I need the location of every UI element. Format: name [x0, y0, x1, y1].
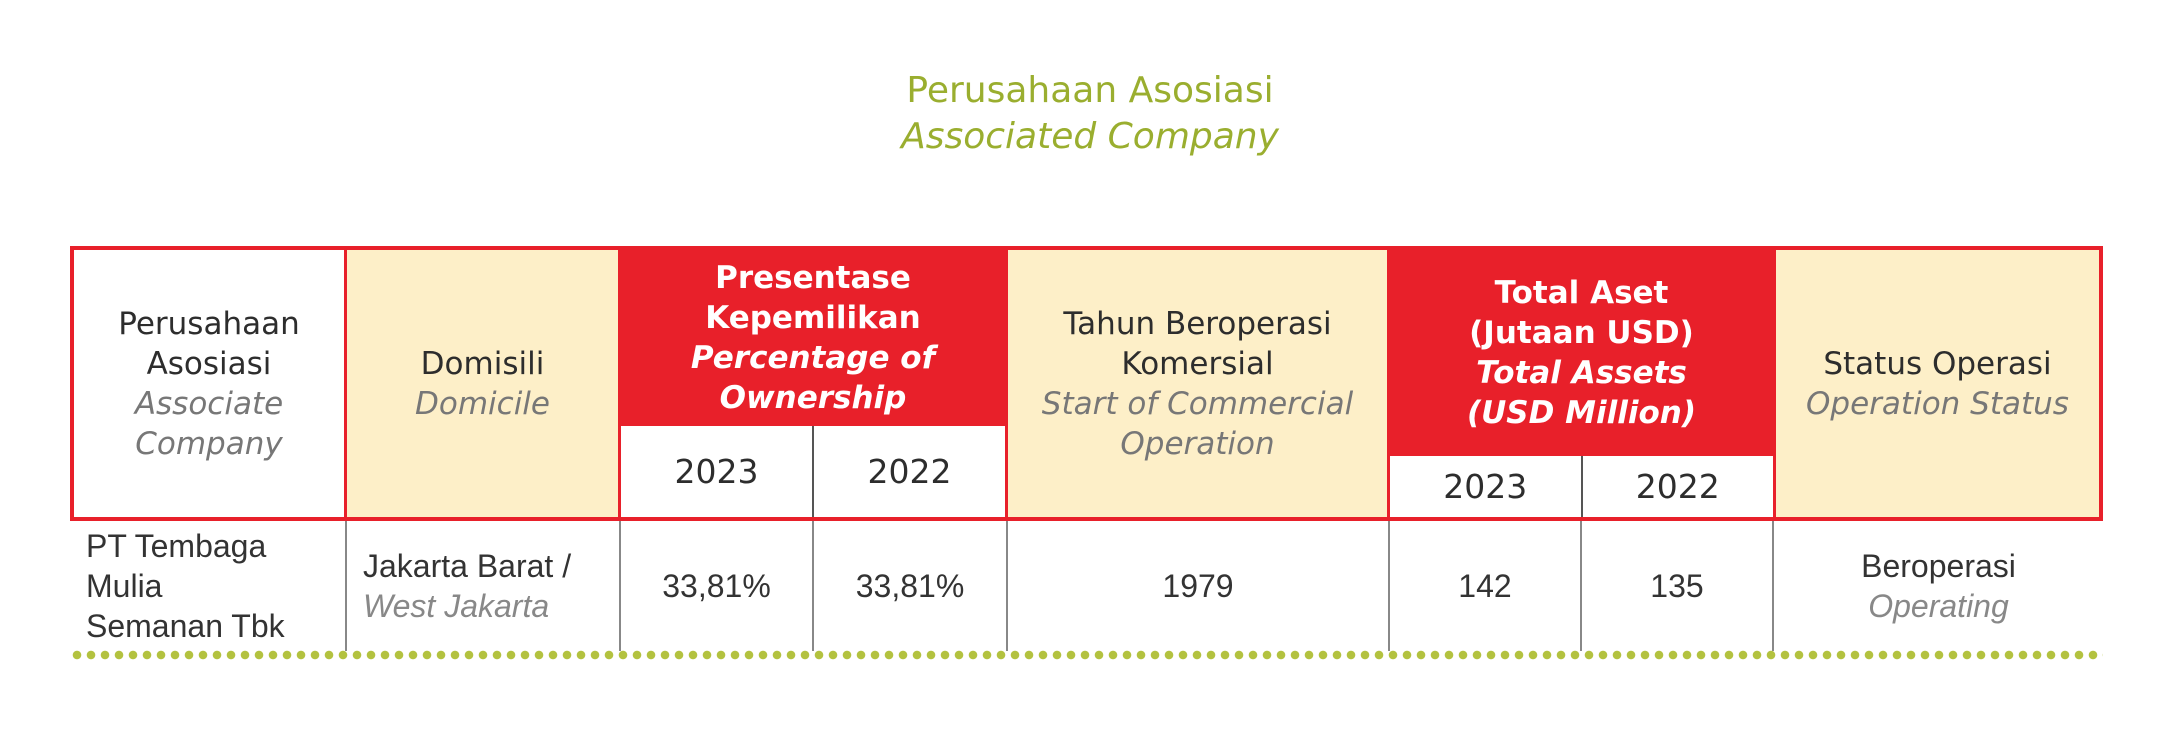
cell-ownership-2022: 33,81%	[814, 521, 1008, 651]
cell-ownership-2022-value: 33,81%	[855, 568, 965, 604]
cell-assets-2023-value: 142	[1458, 568, 1512, 604]
header-ownership-en: Percentage of Ownership	[690, 340, 936, 416]
header-assets-id-2: (Jutaan USD)	[1469, 315, 1694, 351]
header-assets-en-1: Total Assets	[1476, 355, 1687, 391]
cell-domicile: Jakarta Barat / West Jakarta	[347, 521, 621, 651]
header-ownership-id: Presentase Kepemilikan	[705, 260, 921, 336]
cell-ownership-2023-value: 33,81%	[662, 568, 771, 604]
header-assets-id-1: Total Aset	[1494, 275, 1669, 311]
header-company-id: Perusahaan Asosiasi	[118, 305, 300, 382]
cell-assets-2022-value: 135	[1650, 568, 1704, 604]
header-start-id: Tahun Beroperasi Komersial	[1063, 305, 1332, 382]
cell-ownership-2023: 33,81%	[621, 521, 814, 651]
table-header: Perusahaan Asosiasi Associate Company Do…	[70, 246, 2103, 521]
cell-status: Beroperasi Operating	[1774, 521, 2103, 651]
header-start-en: Start of Commercial Operation	[1041, 385, 1354, 462]
header-start-operation: Tahun Beroperasi Komersial Start of Comm…	[1008, 250, 1390, 517]
header-status-id: Status Operasi	[1823, 345, 2052, 382]
cell-start-year: 1979	[1008, 521, 1390, 651]
cell-company-name: PT Tembaga Mulia Semanan Tbk	[86, 528, 285, 644]
cell-start-year-value: 1979	[1162, 568, 1234, 604]
title-english: Associated Company	[901, 116, 1279, 157]
header-domicile-en: Domicile	[415, 385, 550, 422]
header-ownership-group: Presentase Kepemilikan Percentage of Own…	[621, 250, 1008, 517]
header-assets-group: Total Aset (Jutaan USD) Total Assets (US…	[1390, 250, 1776, 517]
cell-company: PT Tembaga Mulia Semanan Tbk	[70, 521, 347, 651]
cell-assets-2022: 135	[1582, 521, 1774, 651]
header-assets-year-2023: 2023	[1390, 456, 1583, 517]
associated-company-table: Perusahaan Asosiasi Associate Company Do…	[70, 246, 2103, 651]
header-company: Perusahaan Asosiasi Associate Company	[74, 250, 347, 517]
header-ownership: Presentase Kepemilikan Percentage of Own…	[621, 250, 1005, 426]
header-assets: Total Aset (Jutaan USD) Total Assets (US…	[1390, 250, 1773, 456]
cell-domicile-en: West Jakarta	[363, 588, 550, 624]
header-ownership-year-2023: 2023	[621, 426, 814, 517]
cell-status-id: Beroperasi	[1861, 548, 2016, 584]
header-status: Status Operasi Operation Status	[1776, 250, 2099, 517]
page-title: Perusahaan Asosiasi Associated Company	[0, 68, 2180, 160]
header-ownership-years: 2023 2022	[621, 426, 1005, 517]
header-domicile-id: Domisili	[420, 345, 545, 382]
header-assets-years: 2023 2022	[1390, 456, 1773, 517]
header-assets-en-2: (USD Million)	[1466, 395, 1697, 431]
table-row: PT Tembaga Mulia Semanan Tbk Jakarta Bar…	[70, 521, 2103, 651]
header-company-en: Associate Company	[134, 385, 284, 462]
header-domicile: Domisili Domicile	[347, 250, 621, 517]
header-assets-year-2022: 2022	[1635, 467, 1720, 506]
header-status-en: Operation Status	[1806, 385, 2069, 422]
cell-status-en: Operating	[1868, 588, 2009, 624]
title-indonesian: Perusahaan Asosiasi	[906, 70, 1274, 111]
cell-assets-2023: 142	[1390, 521, 1582, 651]
cell-domicile-id: Jakarta Barat /	[363, 548, 572, 584]
header-ownership-year-2022: 2022	[867, 452, 952, 491]
dotted-divider	[70, 650, 2103, 660]
